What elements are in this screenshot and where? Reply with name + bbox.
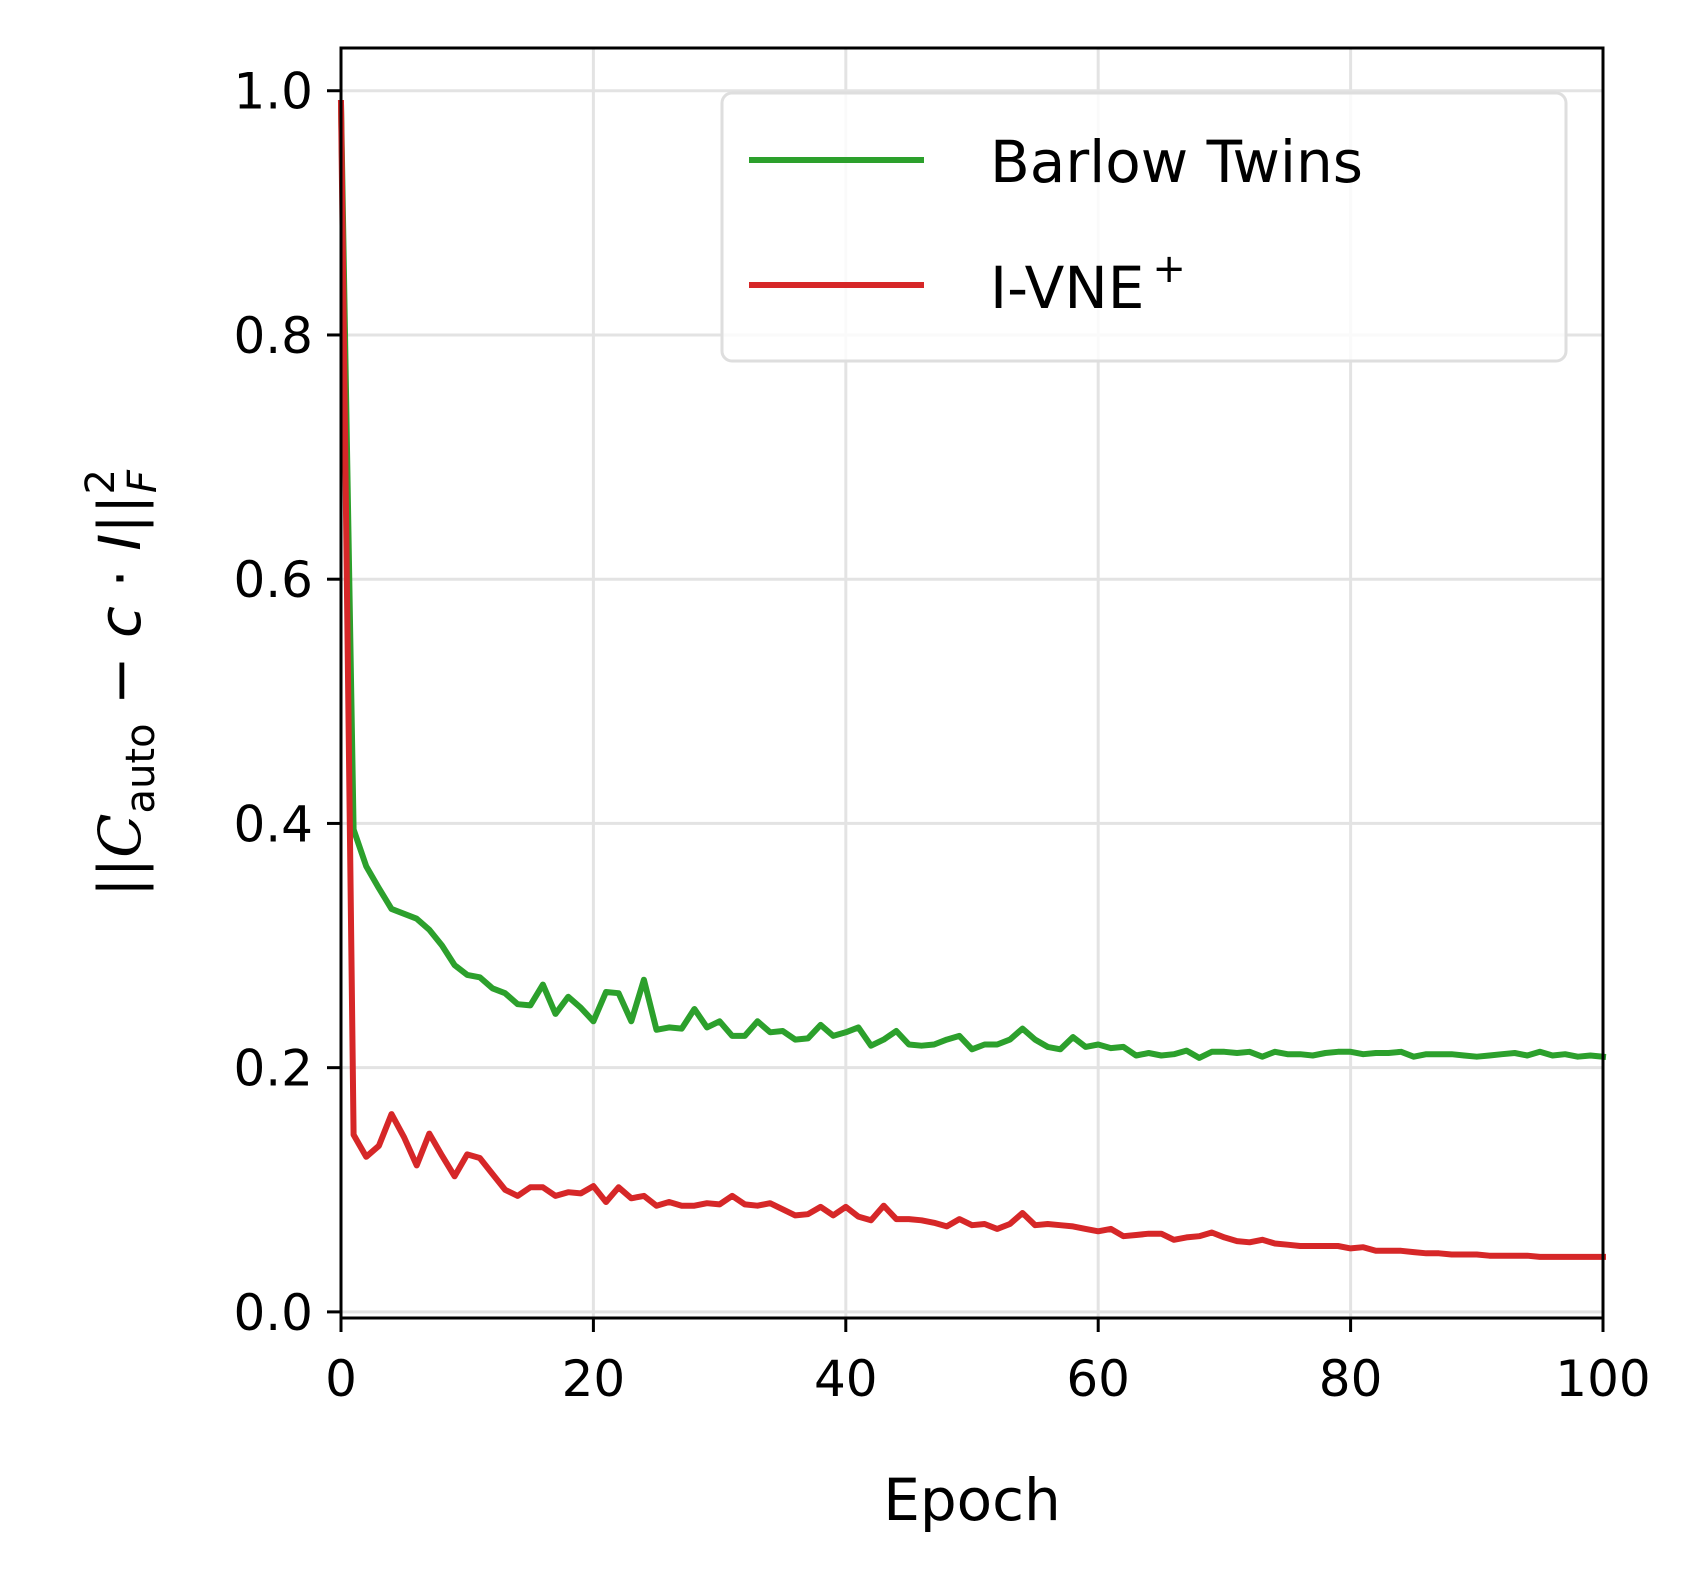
legend-label-i-vne-superscript: +: [1152, 246, 1186, 292]
plot-frame: [339, 46, 1605, 1320]
series-lines: [337, 99, 1607, 1260]
legend-label-i-vne-text: I-VNE: [990, 254, 1144, 322]
y-axis-title-constant: c: [86, 606, 154, 638]
legend-label-barlow-twins: Barlow Twins: [990, 128, 1363, 196]
y-tick-label: 0.2: [233, 1040, 313, 1098]
legend-box: [720, 91, 1568, 363]
y-axis-title-dot: ·: [86, 551, 154, 606]
x-tick-label: 20: [562, 1350, 626, 1408]
x-axis-title: Epoch: [883, 1466, 1061, 1534]
x-tick-label: 100: [1555, 1350, 1650, 1408]
x-tick-label: 0: [325, 1350, 357, 1408]
y-tick-label: 0.6: [233, 551, 313, 609]
y-tick-label: 0.4: [233, 795, 313, 853]
y-axis-title-norm-close: ||: [86, 495, 154, 534]
y-axis-title-symbol-c: C: [86, 813, 154, 857]
y-tick-label: 0.8: [233, 307, 313, 365]
y-axis-title: ||Cauto − c · I||2F: [78, 469, 166, 897]
y-tick-label: 1.0: [233, 63, 313, 121]
series-line-1: [337, 99, 1606, 1260]
ticks: 0 20 40 60 80 100 0.0 0.2 0.4 0.6 0.8 1.0: [233, 63, 1650, 1408]
legend-label-i-vne-plus: I-VNE +: [990, 246, 1186, 322]
y-tick-label: 0.0: [233, 1284, 313, 1342]
y-axis-title-identity: I: [86, 534, 154, 551]
x-tick-label: 60: [1066, 1350, 1130, 1408]
y-axis-title-norm-sup: 2: [78, 469, 124, 494]
series-line-0: [337, 99, 1607, 1061]
x-tick-label: 80: [1319, 1350, 1383, 1408]
y-axis-title-norm-open: ||: [86, 858, 154, 897]
x-tick-label: 40: [814, 1350, 878, 1408]
y-axis-title-subscript: auto: [118, 723, 164, 813]
y-axis-title-minus: −: [86, 638, 154, 723]
y-axis-title-norm-sub: F: [120, 469, 166, 493]
legend: Barlow Twins I-VNE +: [720, 91, 1568, 363]
